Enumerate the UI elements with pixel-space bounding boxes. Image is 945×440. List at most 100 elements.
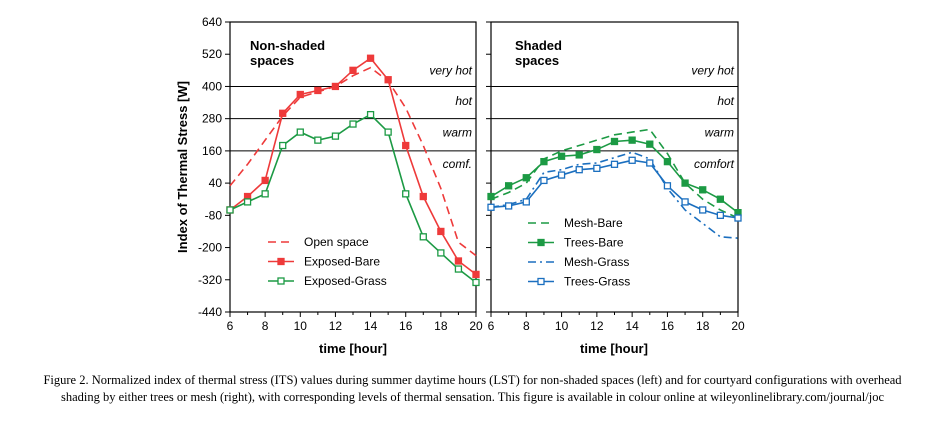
shaded-zone-label: hot [717, 94, 734, 108]
shaded-title-line2: spaces [515, 53, 559, 68]
exposed-grass-marker [279, 141, 287, 150]
trees-grass-marker [628, 156, 636, 164]
shaded-xtick-label: 12 [590, 319, 604, 333]
non-shaded-title-line1: Non-shaded [250, 38, 325, 53]
trees-grass-marker [681, 198, 689, 206]
shaded-xtick-label: 20 [731, 319, 745, 333]
exposed-grass-legend-label: Exposed-Grass [304, 274, 387, 288]
trees-bare-marker [540, 157, 548, 166]
trees-grass-marker [522, 198, 530, 206]
trees-bare-marker [504, 182, 513, 190]
exposed-bare-marker [314, 86, 322, 95]
exposed-grass-marker [296, 128, 304, 136]
non-shaded-zone-label: warm [443, 126, 472, 140]
exposed-bare-legend-marker [277, 257, 285, 266]
x-axis-title-right: time [hour] [580, 341, 648, 356]
trees-grass-marker [540, 176, 548, 185]
non-shaded-ytick-label: 640 [202, 15, 222, 29]
trees-bare-marker [699, 186, 707, 194]
trees-bare-marker [593, 145, 601, 154]
exposed-bare-marker [296, 90, 304, 99]
non-shaded-zone-label: very hot [429, 63, 472, 77]
exposed-bare-marker [437, 227, 445, 236]
exposed-bare-marker [331, 82, 340, 91]
open-space-line [229, 66, 477, 257]
non-shaded-xtick-label: 8 [262, 319, 269, 333]
exposed-bare-marker [349, 66, 357, 74]
non-shaded-xtick-label: 12 [329, 319, 343, 333]
non-shaded-xtick-label: 16 [399, 319, 413, 333]
trees-bare-marker [716, 195, 725, 203]
exposed-grass-marker [437, 249, 445, 257]
non-shaded-xtick-label: 18 [434, 319, 448, 333]
trees-grass-marker [557, 171, 566, 179]
shaded-xtick-label: 18 [696, 319, 710, 333]
exposed-grass-marker [243, 198, 252, 206]
trees-bare-marker [487, 192, 495, 201]
shaded-xtick-label: 14 [625, 319, 639, 333]
exposed-grass-marker [419, 233, 427, 241]
shaded-title-line1: Shaded [515, 38, 562, 53]
non-shaded-zone-label: hot [455, 94, 472, 108]
mesh-grass-legend-label: Mesh-Grass [564, 255, 629, 269]
non-shaded-ytick-label: 40 [209, 176, 223, 190]
non-shaded-xtick-label: 10 [294, 319, 308, 333]
x-axis-title-left: time [hour] [319, 341, 387, 356]
trees-bare-legend-label: Trees-Bare [564, 236, 624, 250]
trees-bare-marker [575, 151, 583, 159]
exposed-bare-marker [366, 54, 375, 62]
trees-grass-marker [646, 159, 654, 167]
shaded-zone-label: warm [705, 126, 734, 140]
trees-bare-marker [522, 174, 530, 182]
exposed-bare-marker [419, 192, 427, 201]
non-shaded-ytick-label: 160 [202, 144, 222, 158]
shaded-xtick-label: 10 [555, 319, 569, 333]
trees-bare-marker [557, 152, 566, 160]
non-shaded-title-line2: spaces [250, 53, 294, 68]
trees-bare-marker [681, 179, 689, 187]
trees-bare-marker [628, 136, 636, 144]
non-shaded-zone-label: comf. [443, 157, 472, 171]
exposed-grass-marker [472, 278, 480, 287]
shaded-zone-label: very hot [691, 63, 734, 77]
trees-grass-marker [593, 164, 601, 172]
shaded-panel: 6 8 10 12 14 16 18 20 Shaded spaces very hot hot… [486, 21, 745, 333]
exposed-bare-marker [261, 176, 269, 185]
trees-grass-marker [610, 160, 619, 168]
figure-caption: Figure 2. Normalized index of thermal st… [43, 373, 902, 404]
shaded-xtick-label: 6 [488, 319, 495, 333]
non-shaded-ytick-label: -440 [198, 305, 222, 319]
exposed-bare-marker [402, 141, 410, 150]
exposed-grass-marker [454, 265, 463, 273]
exposed-grass-marker [402, 190, 410, 198]
trees-bare-marker [663, 157, 672, 166]
trees-grass-marker [487, 203, 495, 211]
trees-grass-legend-label: Trees-Grass [564, 275, 630, 289]
mesh-grass-line [490, 151, 739, 239]
mesh-bare-legend-label: Mesh-Bare [564, 216, 623, 230]
trees-grass-legend-marker [537, 277, 545, 286]
non-shaded-ytick-label: -200 [198, 241, 222, 255]
exposed-grass-legend-marker [277, 277, 285, 285]
exposed-bare-marker [454, 257, 463, 265]
mesh-bare-line [490, 128, 739, 219]
trees-grass-marker [734, 214, 742, 222]
exposed-grass-marker [314, 136, 322, 144]
non-shaded-ytick-label: 520 [202, 47, 222, 61]
y-axis-title: Index of Thermal Stress [W] [175, 81, 190, 253]
exposed-bare-marker [384, 76, 392, 84]
exposed-grass-marker [349, 120, 357, 128]
trees-bare-marker [646, 140, 654, 148]
shaded-xtick-label: 16 [661, 319, 675, 333]
shaded-zone-label: comfort [694, 157, 735, 171]
non-shaded-ytick-label: 400 [202, 79, 222, 93]
trees-grass-marker [575, 166, 583, 174]
non-shaded-xtick-label: 14 [364, 319, 378, 333]
trees-grass-marker [716, 211, 725, 219]
non-shaded-xtick-label: 6 [227, 319, 234, 333]
exposed-grass-marker [384, 128, 392, 136]
non-shaded-ytick-label: -320 [198, 273, 222, 287]
exposed-grass-marker [366, 110, 375, 119]
non-shaded-panel: 640 520 400 280 160 40 -80 -200 -320 -440 6 8 10 12 1… [198, 15, 483, 333]
